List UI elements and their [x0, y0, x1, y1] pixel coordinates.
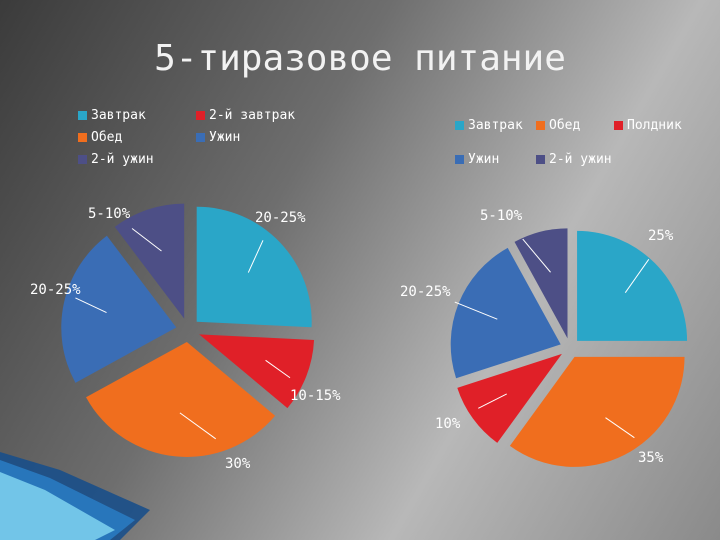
data-label: 20-25% [400, 284, 451, 300]
legend-label: 2-й завтрак [209, 108, 296, 123]
pie-slice [514, 228, 568, 339]
pie-slice [509, 356, 685, 467]
data-label: 35% [638, 450, 664, 466]
slide-title: 5-тиразовое питание [154, 38, 566, 79]
leader-line [522, 238, 551, 273]
legend-item: Завтрак [78, 108, 146, 123]
data-label: 5-10% [88, 206, 131, 222]
legend-label: 2-й ужин [549, 152, 612, 167]
leader-line [605, 417, 635, 439]
data-label: 30% [225, 456, 251, 472]
data-label: 20-25% [30, 282, 81, 298]
leader-line [265, 359, 291, 379]
leader-line [624, 259, 650, 293]
legend-item: Полдник [614, 118, 682, 133]
pie-slice [457, 353, 562, 443]
legend-swatch [455, 155, 464, 164]
data-label: 5-10% [480, 208, 523, 224]
pie-slice [61, 235, 177, 383]
legend-swatch [536, 121, 545, 130]
legend-label: Завтрак [91, 108, 146, 123]
legend-item: Ужин [455, 152, 499, 167]
legend-item: 2-й ужин [536, 152, 612, 167]
legend-item: Обед [78, 130, 122, 145]
pie-slice [196, 206, 312, 328]
legend-swatch [614, 121, 623, 130]
data-label: 20-25% [255, 210, 306, 226]
legend-swatch [78, 133, 87, 142]
legend-label: Обед [549, 118, 581, 133]
legend-item: Завтрак [455, 118, 523, 133]
pie-slice [199, 334, 315, 409]
legend-swatch [78, 111, 87, 120]
leader-line [131, 228, 162, 252]
data-label: 25% [648, 228, 674, 244]
pie-slice [114, 203, 185, 319]
leader-line [247, 240, 264, 273]
data-label: 10-15% [290, 388, 341, 404]
legend-label: Полдник [627, 118, 682, 133]
pie-slice [577, 230, 688, 341]
leader-line [179, 412, 217, 440]
pie-slice [450, 247, 561, 379]
legend-swatch [196, 111, 205, 120]
legend-swatch [78, 155, 87, 164]
legend-label: Завтрак [468, 118, 523, 133]
legend-label: Ужин [209, 130, 241, 145]
leader-line [478, 393, 507, 409]
legend-swatch [196, 133, 205, 142]
pie-slice [86, 341, 276, 457]
legend-label: 2-й ужин [91, 152, 154, 167]
legend-item: 2-й ужин [78, 152, 154, 167]
leader-line [454, 301, 498, 320]
legend-swatch [536, 155, 545, 164]
legend-item: Обед [536, 118, 580, 133]
data-label: 10% [435, 416, 461, 432]
legend-swatch [455, 121, 464, 130]
legend-item: Ужин [196, 130, 240, 145]
legend-label: Обед [91, 130, 123, 145]
leader-line [75, 297, 107, 314]
legend-label: Ужин [468, 152, 500, 167]
legend-item: 2-й завтрак [196, 108, 295, 123]
